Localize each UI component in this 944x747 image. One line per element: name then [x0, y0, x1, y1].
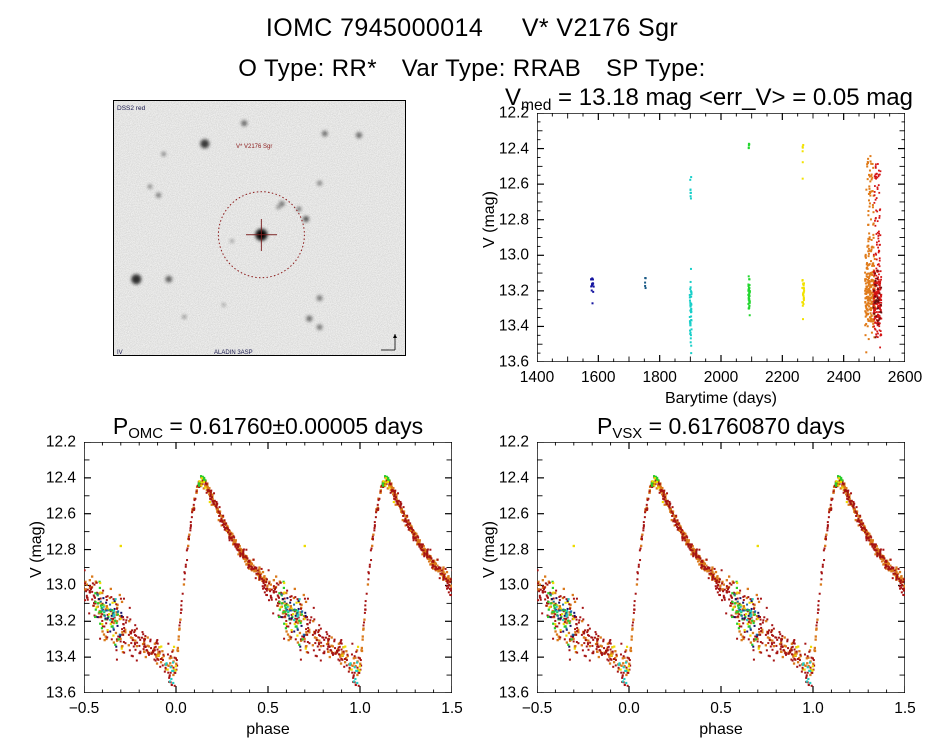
svg-text:IV: IV — [117, 350, 123, 356]
svg-text:DSS2 red: DSS2 red — [117, 105, 146, 112]
svg-text:V* V2176 Sgr: V* V2176 Sgr — [236, 144, 272, 150]
svg-text:ALADIN 3ASP: ALADIN 3ASP — [214, 350, 253, 356]
